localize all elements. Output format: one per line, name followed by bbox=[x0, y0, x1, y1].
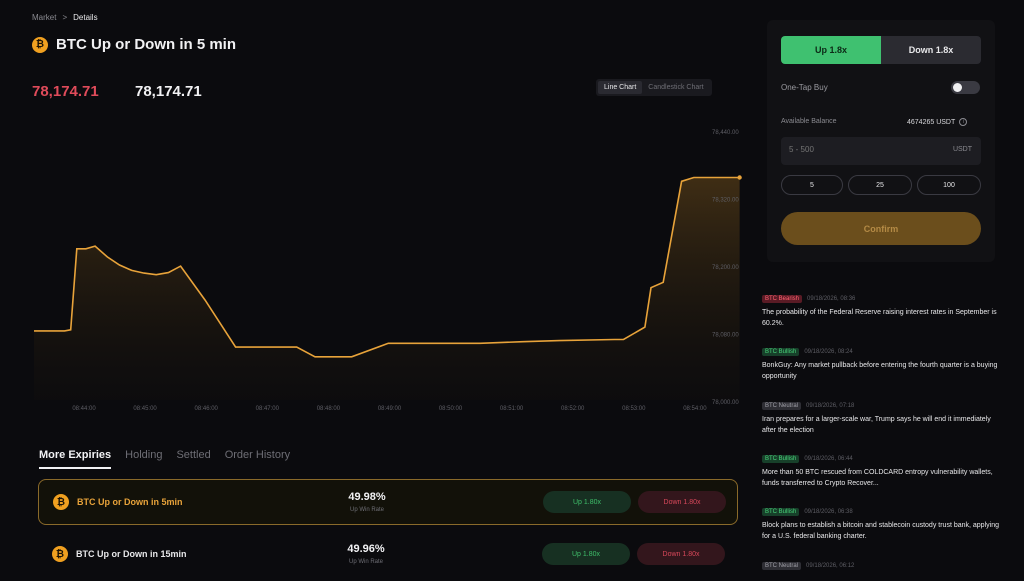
amount-field: USDT bbox=[781, 137, 981, 165]
strike-price: 78,174.71 bbox=[32, 83, 99, 100]
tab-settled[interactable]: Settled bbox=[176, 449, 211, 461]
down-button[interactable]: Down 1.80x bbox=[637, 543, 725, 565]
breadcrumb-current: Details bbox=[73, 13, 98, 22]
news-item[interactable]: BTC Bullish 09/18/2026, 06:44 More than 5… bbox=[762, 455, 1002, 489]
confirm-button[interactable]: Confirm bbox=[781, 212, 981, 245]
toggle-knob bbox=[953, 83, 962, 92]
news-time: 09/18/2026, 08:36 bbox=[807, 296, 856, 302]
quick-amount-25[interactable]: 25 bbox=[848, 175, 912, 195]
down-button[interactable]: Down 1.80x bbox=[638, 491, 726, 513]
news-text: The probability of the Federal Reserve r… bbox=[762, 309, 997, 327]
tab-order-history[interactable]: Order History bbox=[224, 449, 291, 461]
news-time: 09/18/2026, 07:18 bbox=[806, 403, 855, 409]
info-icon[interactable]: i bbox=[959, 118, 968, 126]
x-tick-label: 08:47:00 bbox=[256, 406, 280, 412]
news-time: 09/18/2026, 06:38 bbox=[804, 509, 853, 515]
one-tap-buy-toggle[interactable] bbox=[951, 81, 980, 94]
news-text: BonkGuy: Any market pullback before ente… bbox=[762, 362, 998, 380]
sentiment-badge: BTC Bullish bbox=[762, 348, 800, 356]
candlestick-chart-tab[interactable]: Candlestick Chart bbox=[648, 84, 704, 91]
sentiment-badge: BTC Bullish bbox=[762, 508, 800, 516]
y-tick-label: 78,320.00 bbox=[712, 198, 739, 204]
current-price: 78,174.71 bbox=[135, 83, 202, 100]
price-chart: 78,440.00 78,320.00 78,200.00 78,080.00 78,0… bbox=[34, 130, 742, 412]
x-tick-label: 08:49:00 bbox=[378, 406, 402, 412]
available-balance: 4674265 USDT i bbox=[907, 118, 968, 126]
win-rate: 49.98% Up Win Rate bbox=[339, 491, 395, 513]
news-item[interactable]: BTC Bullish 09/18/2026, 08:24 BonkGuy: An… bbox=[762, 348, 1002, 382]
breadcrumb: Market > Details bbox=[32, 13, 98, 22]
order-panel: Up 1.8x Down 1.8x One-Tap Buy Available … bbox=[767, 20, 995, 262]
x-tick-label: 08:53:00 bbox=[622, 406, 646, 412]
news-item[interactable]: BTC Neutral 09/18/2026, 06:12 bbox=[762, 562, 1002, 570]
win-rate-value: 49.96% bbox=[347, 543, 385, 555]
sentiment-badge: BTC Neutral bbox=[762, 562, 802, 570]
x-tick-label: 08:52:00 bbox=[561, 406, 585, 412]
news-item[interactable]: BTC Neutral 09/18/2026, 07:18 Iran prepar… bbox=[762, 402, 1002, 436]
page-header: ₿ BTC Up or Down in 5 min bbox=[32, 36, 236, 53]
expiry-row-15min[interactable]: ₿ BTC Up or Down in 15min 49.96% Up Win … bbox=[38, 531, 738, 577]
price-line bbox=[34, 176, 740, 358]
amount-unit: USDT bbox=[952, 146, 972, 153]
news-time: 09/18/2026, 06:12 bbox=[806, 563, 855, 569]
tab-holding[interactable]: Holding bbox=[125, 449, 163, 461]
direction-selector: Up 1.8x Down 1.8x bbox=[781, 36, 981, 64]
sentiment-badge: BTC Bearish bbox=[762, 295, 803, 303]
page-title: BTC Up or Down in 5 min bbox=[56, 36, 236, 53]
btc-coin-icon: ₿ bbox=[53, 494, 69, 510]
chart-type-toggle: Line Chart Candlestick Chart bbox=[596, 79, 712, 96]
up-button[interactable]: Up 1.80x bbox=[543, 491, 631, 513]
btc-coin-icon: ₿ bbox=[32, 36, 48, 53]
btc-coin-icon: ₿ bbox=[52, 546, 68, 562]
breadcrumb-parent[interactable]: Market bbox=[32, 13, 57, 22]
tab-more-expiries[interactable]: More Expiries bbox=[39, 449, 112, 469]
x-tick-label: 08:44:00 bbox=[72, 406, 96, 412]
x-tick-label: 08:50:00 bbox=[439, 406, 463, 412]
line-chart-tab[interactable]: Line Chart bbox=[598, 81, 643, 94]
x-tick-label: 08:46:00 bbox=[195, 406, 219, 412]
win-rate-label: Up Win Rate bbox=[349, 507, 384, 513]
y-tick-label: 78,440.00 bbox=[712, 130, 739, 136]
y-tick-label: 78,200.00 bbox=[712, 265, 739, 271]
x-tick-label: 08:51:00 bbox=[500, 406, 524, 412]
expiry-row-5min[interactable]: ₿ BTC Up or Down in 5min 49.98% Up Win R… bbox=[38, 479, 738, 525]
news-item[interactable]: BTC Bearish 09/18/2026, 08:36 The probabi… bbox=[762, 295, 1002, 329]
quick-amount-100[interactable]: 100 bbox=[917, 175, 981, 195]
price-area-fill bbox=[34, 177, 740, 400]
x-tick-label: 08:48:00 bbox=[317, 406, 341, 412]
news-text: Block plans to establish a bitcoin and s… bbox=[762, 522, 999, 540]
available-balance-value: 4674265 USDT bbox=[907, 118, 956, 126]
x-tick-label: 08:45:00 bbox=[133, 406, 157, 412]
news-item[interactable]: BTC Bullish 09/18/2026, 06:38 Block plans… bbox=[762, 508, 1002, 542]
news-time: 09/18/2026, 06:44 bbox=[804, 456, 853, 462]
amount-input[interactable] bbox=[789, 145, 909, 154]
y-tick-label: 78,000.00 bbox=[712, 400, 739, 406]
news-time: 09/18/2026, 08:24 bbox=[804, 349, 853, 355]
news-text: More than 50 BTC rescued from COLDCARD e… bbox=[762, 469, 993, 487]
bottom-tabs: More Expiries Holding Settled Order Hist… bbox=[39, 449, 290, 469]
y-tick-label: 78,080.00 bbox=[712, 333, 739, 339]
available-balance-label: Available Balance bbox=[781, 118, 837, 125]
win-rate-label: Up Win Rate bbox=[348, 559, 383, 565]
win-rate-value: 49.98% bbox=[348, 491, 386, 503]
expiry-name: BTC Up or Down in 15min bbox=[76, 549, 187, 559]
x-tick-label: 08:54:00 bbox=[683, 406, 707, 412]
one-tap-buy-label: One-Tap Buy bbox=[781, 83, 828, 92]
win-rate: 49.96% Up Win Rate bbox=[338, 543, 394, 565]
news-text: Iran prepares for a larger-scale war, Tr… bbox=[762, 416, 991, 434]
sentiment-badge: BTC Neutral bbox=[762, 402, 802, 410]
quick-amount-5[interactable]: 5 bbox=[781, 175, 843, 195]
sentiment-badge: BTC Bullish bbox=[762, 455, 800, 463]
last-price-point bbox=[737, 175, 742, 180]
expiry-name: BTC Up or Down in 5min bbox=[77, 497, 183, 507]
up-button[interactable]: Up 1.80x bbox=[542, 543, 630, 565]
breadcrumb-separator: > bbox=[62, 13, 68, 22]
up-direction-button[interactable]: Up 1.8x bbox=[781, 36, 881, 64]
down-direction-button[interactable]: Down 1.8x bbox=[881, 36, 981, 64]
